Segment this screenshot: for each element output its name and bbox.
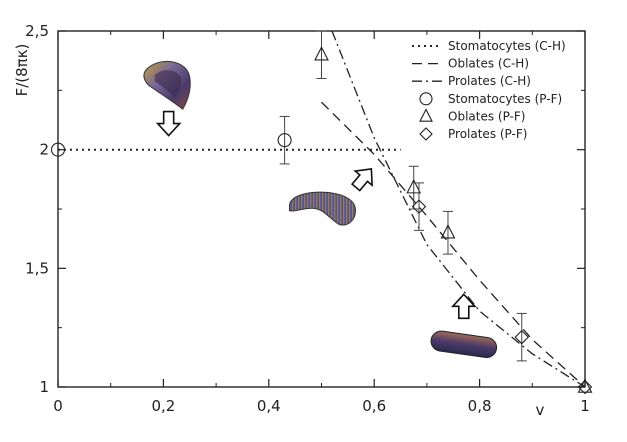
- legend: Stomatocytes (C-H) Oblates (C-H) Prolates …: [412, 39, 566, 141]
- legend-marker-sample: [419, 108, 433, 122]
- axis-ticks: 0 0,2 0,4 0,6 0,8 1 1 1,5 2 2,5: [25, 22, 590, 415]
- legend-entry-label: Stomatocytes (C-H): [448, 39, 566, 53]
- series-line-prolates-c-h: [331, 30, 586, 388]
- stomatocyte-cavity: [154, 70, 182, 98]
- data-point-triangle: [440, 224, 456, 239]
- y-tick-label: 2: [39, 141, 49, 159]
- y-tick-label: 1: [39, 378, 49, 396]
- x-axis-label: v: [536, 401, 545, 419]
- legend-marker-sample: [419, 127, 433, 141]
- x-tick-label: 0,2: [151, 397, 175, 415]
- legend-entry-label: Prolates (P-F): [448, 127, 527, 141]
- x-tick-label: 0,4: [257, 397, 281, 415]
- x-tick-label: 1: [580, 397, 590, 415]
- data-point-circle: [50, 142, 66, 157]
- y-axis-label: F/(8πκ): [13, 44, 31, 97]
- arrow-icon: [450, 293, 477, 320]
- arrow-down: [155, 110, 182, 137]
- legend-marker-sample: [419, 92, 433, 106]
- data-point-circle: [277, 133, 292, 148]
- oblate-shape: [289, 191, 357, 226]
- data-point-triangle: [406, 178, 422, 194]
- legend-entry-label: Oblates (P-F): [448, 109, 525, 123]
- x-tick-label: 0: [53, 397, 63, 415]
- stomatocyte-shape: [143, 60, 191, 110]
- shape-annotations: [143, 60, 498, 358]
- prolate-shape: [430, 330, 498, 358]
- oblate-body: [289, 191, 357, 226]
- legend-entry-label: Prolates (C-H): [448, 74, 531, 88]
- legend-entry-label: Oblates (C-H): [448, 57, 529, 71]
- arrow-icon: [155, 110, 182, 137]
- prolate-body: [430, 330, 498, 358]
- y-tick-label: 2,5: [25, 22, 49, 40]
- data-point-diamond: [577, 379, 593, 395]
- arrow-up-right: [350, 168, 373, 192]
- legend-entry-label: Stomatocytes (P-F): [448, 92, 562, 106]
- data-point-triangle: [314, 46, 329, 61]
- series-markers: [50, 30, 593, 395]
- y-tick-label: 1,5: [25, 259, 49, 277]
- data-point-triangle: [577, 378, 593, 393]
- series-lines: [58, 30, 586, 388]
- data-point-diamond: [514, 329, 530, 345]
- x-tick-label: 0,6: [362, 397, 386, 415]
- series-line-oblates-c-h: [321, 101, 586, 388]
- x-tick-label: 0,8: [468, 397, 492, 415]
- arrow-icon: [350, 168, 373, 192]
- data-point-diamond: [411, 199, 427, 214]
- arrow-up: [450, 293, 477, 320]
